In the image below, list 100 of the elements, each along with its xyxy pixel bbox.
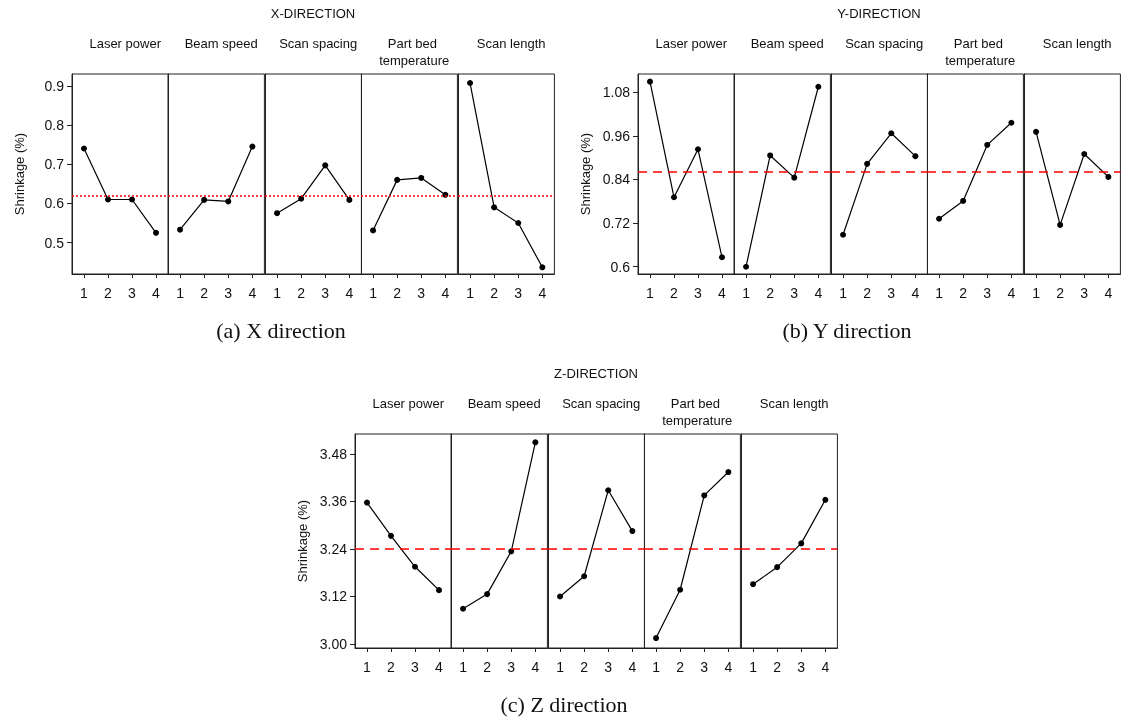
point: [201, 196, 208, 203]
point: [460, 605, 467, 612]
x-tick-label: 1: [176, 285, 185, 301]
x-tick-label: 4: [1007, 285, 1016, 301]
y-tick-label: 0.9: [44, 77, 65, 94]
y-tick-label: 0.96: [602, 127, 631, 144]
point: [1008, 119, 1015, 126]
x-tick-label: 4: [531, 659, 540, 675]
x-tick-label: 2: [200, 285, 209, 301]
point: [791, 174, 798, 181]
x-tick-label: 3: [507, 659, 516, 675]
chart-title: Laser power: [372, 396, 445, 411]
x-tick-label: 1: [272, 285, 281, 301]
point: [863, 160, 870, 167]
y-tick-label: 3.48: [319, 445, 348, 462]
text: (b) Y direction: [781, 318, 913, 344]
x-tick-label: 2: [104, 285, 113, 301]
y-tick-label: 0.6: [610, 258, 631, 275]
chart-title: Scan length: [476, 36, 546, 51]
x-tick-label: 1: [465, 285, 474, 301]
x-tick-label: 1: [459, 659, 468, 675]
point: [749, 581, 756, 588]
point: [960, 197, 967, 204]
y-tick-label: 0.5: [44, 234, 65, 251]
x-tick-label: 1: [555, 659, 564, 675]
x-tick-label: 2: [489, 285, 498, 301]
text: (c) Z direction: [499, 692, 629, 718]
point: [888, 130, 895, 137]
point: [580, 573, 587, 580]
point: [370, 227, 377, 234]
point: [743, 263, 750, 270]
x-tick-label: 4: [152, 285, 161, 301]
x-tick-label: 2: [670, 285, 679, 301]
chart-title: Scan spacing: [561, 396, 641, 411]
y-tick-label: 0.7: [44, 156, 65, 173]
x-tick-label: 1: [652, 659, 661, 675]
x-tick-label: 1: [80, 285, 89, 301]
text: Y-DIRECTION: [836, 6, 922, 21]
y-tick-label: 3.24: [319, 540, 348, 557]
point: [81, 145, 87, 152]
point: [388, 532, 394, 539]
x-tick-label: 3: [411, 659, 420, 675]
point: [225, 198, 232, 205]
point: [322, 162, 329, 169]
point: [514, 220, 521, 227]
point: [394, 176, 401, 183]
point: [1104, 173, 1111, 180]
point: [153, 229, 159, 236]
x-tick-label: 3: [513, 285, 522, 301]
point: [701, 492, 708, 499]
y-tick-label: 3.00: [319, 636, 348, 653]
point: [695, 146, 701, 153]
point: [1032, 128, 1039, 135]
point: [1056, 221, 1063, 228]
x-tick-label: 2: [297, 285, 306, 301]
y-tick-label: 3.12: [319, 588, 348, 605]
point: [484, 591, 491, 598]
chart-title: Part bed temperature: [945, 36, 1016, 68]
x-tick-label: 3: [790, 285, 799, 301]
x-tick-label: 4: [724, 659, 733, 675]
point: [815, 83, 822, 90]
x-tick-label: 4: [345, 285, 354, 301]
x-tick-label: 2: [959, 285, 968, 301]
x-tick-label: 1: [742, 285, 751, 301]
point: [490, 204, 497, 211]
x-tick-label: 2: [483, 659, 492, 675]
x-tick-label: 2: [393, 285, 402, 301]
point: [297, 195, 304, 202]
y-axis-title: Shrinkage (%): [294, 499, 310, 583]
x-tick-label: 2: [766, 285, 775, 301]
y-tick-label: 0.6: [44, 195, 65, 212]
point: [605, 487, 612, 494]
point: [677, 586, 684, 593]
chart-title: Laser power: [89, 36, 162, 51]
x-tick-label: 2: [772, 659, 781, 675]
x-tick-label: 3: [700, 659, 709, 675]
x-tick-label: 3: [983, 285, 992, 301]
point: [273, 210, 280, 217]
point: [797, 540, 804, 547]
y-axis-title: Shrinkage (%): [12, 132, 27, 216]
chart-title: Scan spacing: [278, 36, 358, 51]
chart-title: Beam speed: [468, 396, 542, 411]
point: [1080, 151, 1087, 157]
x-tick-label: 3: [417, 285, 426, 301]
x-tick-label: 4: [911, 285, 920, 301]
point: [984, 141, 991, 148]
x-tick-label: 4: [1104, 285, 1113, 301]
point: [653, 635, 660, 642]
x-tick-label: 2: [676, 659, 685, 675]
y-tick-label: 1.08: [602, 84, 631, 101]
x-tick-label: 1: [748, 659, 757, 675]
text: X-DIRECTION: [269, 6, 357, 21]
point: [538, 264, 545, 271]
point: [629, 528, 636, 535]
x-tick-label: 4: [441, 285, 450, 301]
x-tick-label: 4: [538, 285, 547, 301]
point: [773, 564, 780, 571]
point: [129, 196, 135, 203]
x-tick-label: 1: [646, 285, 655, 301]
text: (a) X direction: [215, 318, 347, 344]
